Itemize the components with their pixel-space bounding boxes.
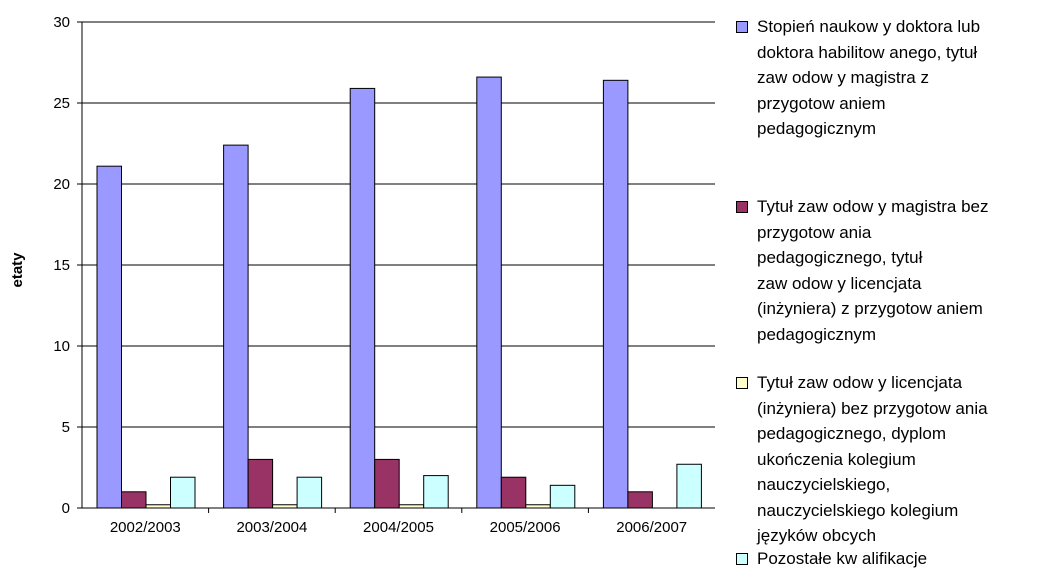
bar-series-1-2004-2005 (349, 87, 376, 509)
bar-series-1-2005-2006 (476, 76, 502, 509)
bar-series-2-2003-2004 (247, 458, 274, 509)
bar-series-4-2004-2005 (423, 475, 449, 509)
gridlines (82, 21, 715, 428)
y-tick-label: 20 (53, 176, 70, 193)
legend-label: Tytuł zaw odow y licencjata (inżyniera) … (757, 373, 988, 545)
legend-swatch (736, 377, 748, 389)
y-tick-label: 15 (53, 257, 70, 274)
bar-series-1-2002-2003 (96, 165, 122, 509)
bar-series-1-2006-2007 (602, 79, 629, 509)
bar-series-2-2002-2003 (121, 491, 147, 509)
x-tick-labels: 2002/2003 2003/2004 2004/2005 2005/2006 2006… (110, 508, 687, 536)
y-axis-label: etaty (9, 252, 26, 288)
x-tick-label: 2005/2006 (490, 519, 561, 536)
legend-item-2: Tytuł zaw odow y magistra bez przygotow … (736, 194, 1044, 347)
bar-series-4-2002-2003 (170, 476, 196, 509)
bar-series-4-2005-2006 (549, 484, 576, 509)
legend-swatch (736, 21, 748, 33)
legend-item-4: Pozostałe kw alifikacje (736, 546, 1044, 572)
bar-series-2-2005-2006 (500, 476, 527, 509)
bars-group (96, 76, 702, 509)
legend-item-3: Tytuł zaw odow y licencjata (inżyniera) … (736, 370, 1044, 549)
y-tick-labels: 0 5 10 15 20 25 30 (53, 14, 82, 517)
y-tick-label: 5 (62, 419, 70, 436)
legend-item-1: Stopień naukow y doktora lub doktora hab… (736, 14, 1044, 142)
legend-label: Stopień naukow y doktora lub doktora hab… (757, 17, 981, 138)
bar-series-1-2003-2004 (223, 144, 249, 509)
bar-series-4-2003-2004 (296, 476, 323, 509)
bar-series-4-2006-2007 (676, 463, 702, 509)
bar-series-2-2006-2007 (627, 491, 653, 509)
bar-series-2-2004-2005 (374, 458, 400, 509)
x-tick-label: 2003/2004 (236, 519, 307, 536)
legend-label: Pozostałe kw alifikacje (757, 549, 928, 568)
x-tick-label: 2002/2003 (110, 519, 181, 536)
x-tick-label: 2006/2007 (616, 519, 687, 536)
x-tick-label: 2004/2005 (363, 519, 434, 536)
bar-chart: 0 5 10 15 20 25 30 2002/2003 2003/2004 2004/2005… (9, 14, 715, 536)
legend-swatch (736, 553, 748, 565)
y-tick-label: 0 (62, 500, 70, 517)
legend-swatch (736, 201, 748, 213)
y-tick-label: 25 (53, 95, 70, 112)
y-tick-label: 30 (53, 14, 70, 31)
y-tick-label: 10 (53, 338, 70, 355)
legend-label: Tytuł zaw odow y magistra bez przygotow … (757, 197, 989, 344)
